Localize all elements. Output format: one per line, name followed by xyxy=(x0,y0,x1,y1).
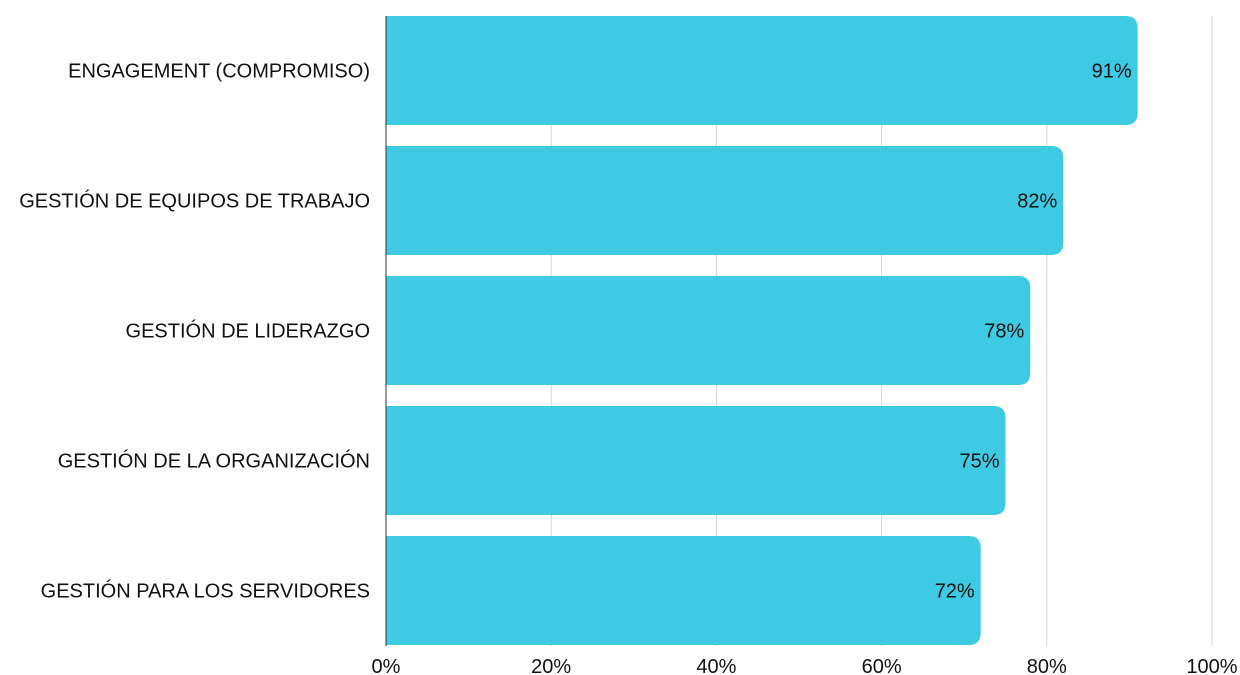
data-label-4: 75% xyxy=(959,451,999,473)
category-label-5: GESTIÓN PARA LOS SERVIDORES xyxy=(41,580,370,603)
x-tick-label-100: 100% xyxy=(1186,656,1237,675)
x-tick-label-0: 0% xyxy=(372,656,401,675)
x-tick-label-20: 20% xyxy=(531,656,571,675)
data-label-1: 91% xyxy=(1092,61,1132,83)
category-label-2: GESTIÓN DE EQUIPOS DE TRABAJO xyxy=(19,190,370,213)
x-tick-labels: 0% 20% 40% 60% 80% 100% xyxy=(372,656,1238,675)
data-label-2: 82% xyxy=(1017,191,1057,213)
x-tick-label-80: 80% xyxy=(1027,656,1067,675)
bar-4 xyxy=(386,406,1006,515)
bar-5 xyxy=(386,536,981,645)
bar-2 xyxy=(386,146,1064,255)
bars xyxy=(386,16,1138,645)
category-labels: ENGAGEMENT (COMPROMISO) GESTIÓN DE EQUIPO… xyxy=(19,61,370,603)
category-label-1: ENGAGEMENT (COMPROMISO) xyxy=(68,61,370,83)
x-tick-label-60: 60% xyxy=(862,656,902,675)
category-label-3: GESTIÓN DE LIDERAZGO xyxy=(126,320,370,343)
data-labels: 91% 82% 78% 75% 72% xyxy=(935,61,1132,603)
x-tick-label-40: 40% xyxy=(696,656,736,675)
data-label-3: 78% xyxy=(984,321,1024,343)
category-label-4: GESTIÓN DE LA ORGANIZACIÓN xyxy=(58,450,370,473)
bar-1 xyxy=(386,16,1138,125)
data-label-5: 72% xyxy=(935,581,975,603)
bar-3 xyxy=(386,276,1031,385)
